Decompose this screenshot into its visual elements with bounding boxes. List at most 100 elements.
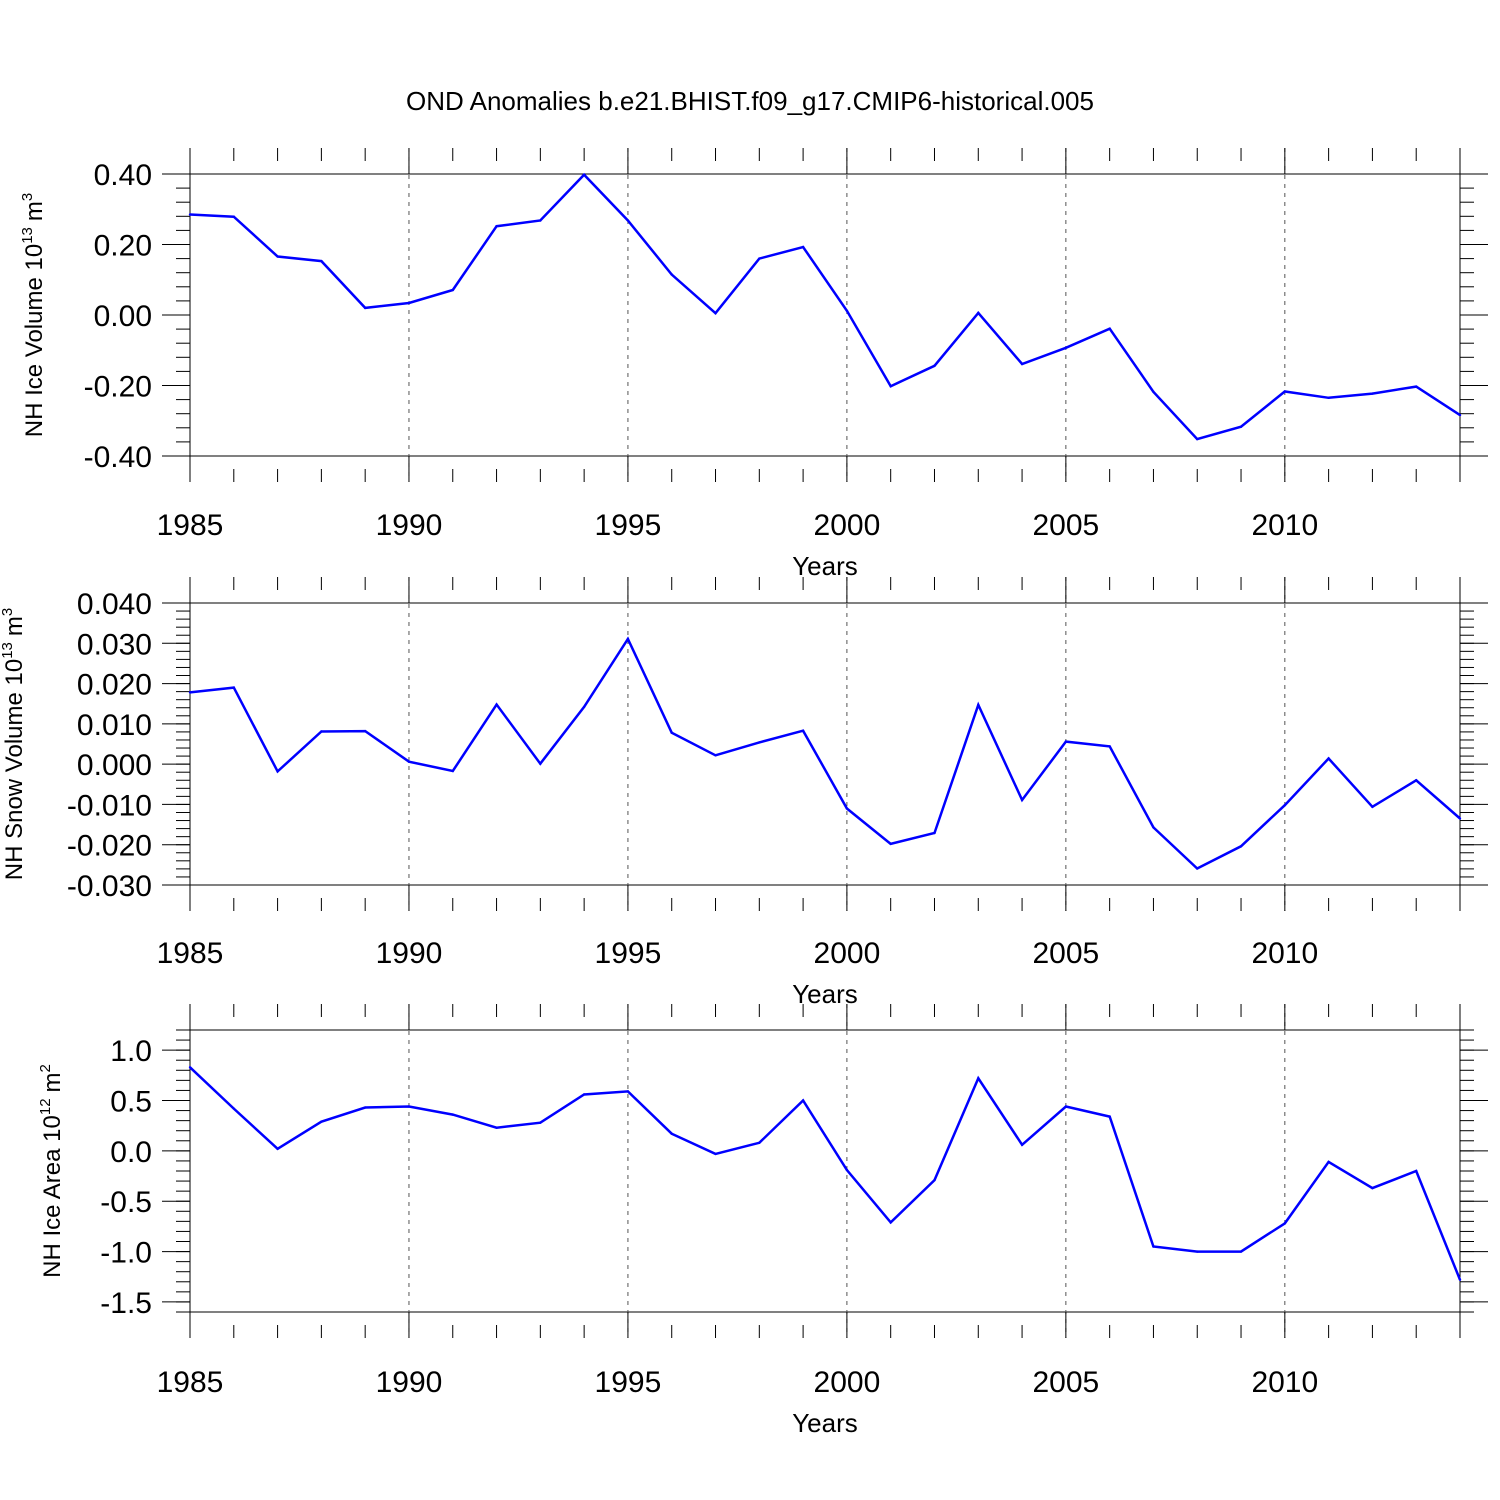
y-axis-title-ylabel-unit: m	[21, 201, 48, 221]
data-point	[1020, 798, 1024, 802]
data-point	[1064, 346, 1068, 349]
chart-ice-volume: -0.40 -0.20 0.00 0.20 0.40 1985 1990 1995 2000 20…	[19, 148, 1488, 581]
y-tick-label: 0.020	[77, 669, 152, 702]
x-tick-label: 2010	[1251, 937, 1318, 970]
data-point	[320, 730, 323, 733]
x-tick-label: 2000	[814, 1366, 881, 1399]
data-point	[495, 1126, 498, 1129]
x-tick-label: 2005	[1032, 937, 1099, 970]
data-point	[1458, 1278, 1462, 1281]
x-tick-label: 1985	[157, 937, 224, 970]
y-axis-title-ylabel-unit-exp: 2	[37, 1064, 54, 1072]
data-point	[1239, 1250, 1243, 1253]
data-point	[889, 842, 892, 846]
x-tick-label: 2010	[1251, 1366, 1318, 1399]
data-point	[1371, 805, 1374, 809]
data-point	[714, 754, 717, 757]
x-tick-label: 2010	[1251, 509, 1318, 542]
data-point	[451, 769, 454, 773]
data-point	[889, 1221, 892, 1224]
series-line	[189, 172, 1461, 441]
y-axis-title: NH Snow Volume 1013 m3	[0, 608, 28, 880]
data-point	[933, 364, 936, 367]
chart-snow-volume: -0.030 -0.020 -0.010 0.000 0.010 0.020 0.030 0.…	[0, 577, 1488, 1009]
y-tick-label: -1.5	[100, 1287, 152, 1320]
data-point	[539, 219, 542, 222]
y-tick-label: 0.0	[110, 1136, 152, 1169]
data-point	[889, 385, 892, 388]
data-point	[1283, 1222, 1287, 1225]
data-point	[232, 686, 235, 689]
x-tick-label: 1990	[376, 509, 443, 542]
data-point	[977, 1077, 980, 1080]
y-tick-label: -0.030	[67, 870, 152, 903]
data-point	[539, 762, 542, 765]
y-tick-label: -0.20	[84, 371, 152, 404]
data-point	[626, 637, 630, 641]
x-tick-label: 1985	[157, 509, 224, 542]
data-point	[539, 1121, 542, 1124]
y-tick-label: 0.030	[77, 628, 152, 661]
data-point	[714, 1152, 717, 1156]
data-point	[845, 1168, 849, 1172]
y-tick-label: -0.5	[100, 1186, 152, 1219]
data-point	[1327, 1160, 1330, 1164]
data-point	[451, 288, 454, 292]
data-point	[801, 245, 805, 249]
data-point	[1458, 413, 1462, 417]
data-point	[1239, 845, 1243, 848]
chart-ice-area: -1.5 -1.0 -0.5 0.0 0.5 1.0 1985 1990 1995 2000 200…	[37, 1004, 1488, 1438]
data-point	[1283, 390, 1287, 393]
data-point	[582, 705, 586, 709]
data-point	[582, 1093, 586, 1096]
data-point	[801, 729, 805, 732]
y-axis-title-ylabel-text: NH Snow Volume 10	[1, 659, 28, 880]
x-tick-label: 1995	[595, 509, 662, 542]
y-axis-title: NH Ice Area 1012 m2	[37, 1064, 66, 1278]
x-axis-title: Years	[792, 979, 858, 1009]
data-point	[933, 1178, 936, 1182]
data-point	[758, 1141, 761, 1145]
data-point	[845, 309, 849, 312]
y-tick-label: 0.000	[77, 749, 152, 782]
x-tick-label: 1985	[157, 1366, 224, 1399]
y-tick-label: 0.010	[77, 709, 152, 742]
y-axis-title-ylabel-unit-exp: 3	[19, 193, 36, 201]
data-point	[1152, 390, 1155, 394]
series-line	[189, 1066, 1462, 1281]
x-axis-title: Years	[792, 551, 858, 581]
y-axis-title-ylabel-unit: m	[39, 1072, 66, 1092]
data-point	[1108, 327, 1111, 330]
y-tick-label: 0.040	[77, 588, 152, 621]
data-point	[363, 729, 367, 733]
y-tick-label: 0.5	[110, 1086, 152, 1119]
data-point	[670, 1132, 673, 1135]
data-point	[1371, 1186, 1374, 1190]
data-point	[232, 1107, 235, 1110]
data-point	[276, 255, 279, 258]
data-point	[407, 301, 411, 305]
data-point	[1152, 1245, 1155, 1248]
data-point	[1064, 740, 1068, 743]
data-point	[363, 306, 367, 310]
data-point	[320, 259, 323, 263]
plot-frame	[189, 1029, 1461, 1313]
y-tick-label: -0.010	[67, 789, 152, 822]
x-tick-label: 1990	[376, 937, 443, 970]
data-point	[1196, 1250, 1199, 1253]
plot-frame	[189, 173, 1461, 457]
y-axis-title-ylabel-exp: 13	[19, 227, 36, 244]
data-point	[1108, 1115, 1111, 1118]
y-tick-label: -0.020	[67, 830, 152, 863]
data-point	[1415, 1169, 1418, 1173]
x-axis-title: Years	[792, 1408, 858, 1438]
y-axis-title-ylabel-unit: m	[1, 616, 28, 636]
data-point	[363, 1106, 367, 1109]
data-point	[407, 760, 411, 763]
data-point	[188, 1066, 192, 1069]
y-tick-label: 0.40	[94, 159, 152, 192]
data-point	[1327, 396, 1330, 400]
data-point	[1108, 745, 1111, 748]
